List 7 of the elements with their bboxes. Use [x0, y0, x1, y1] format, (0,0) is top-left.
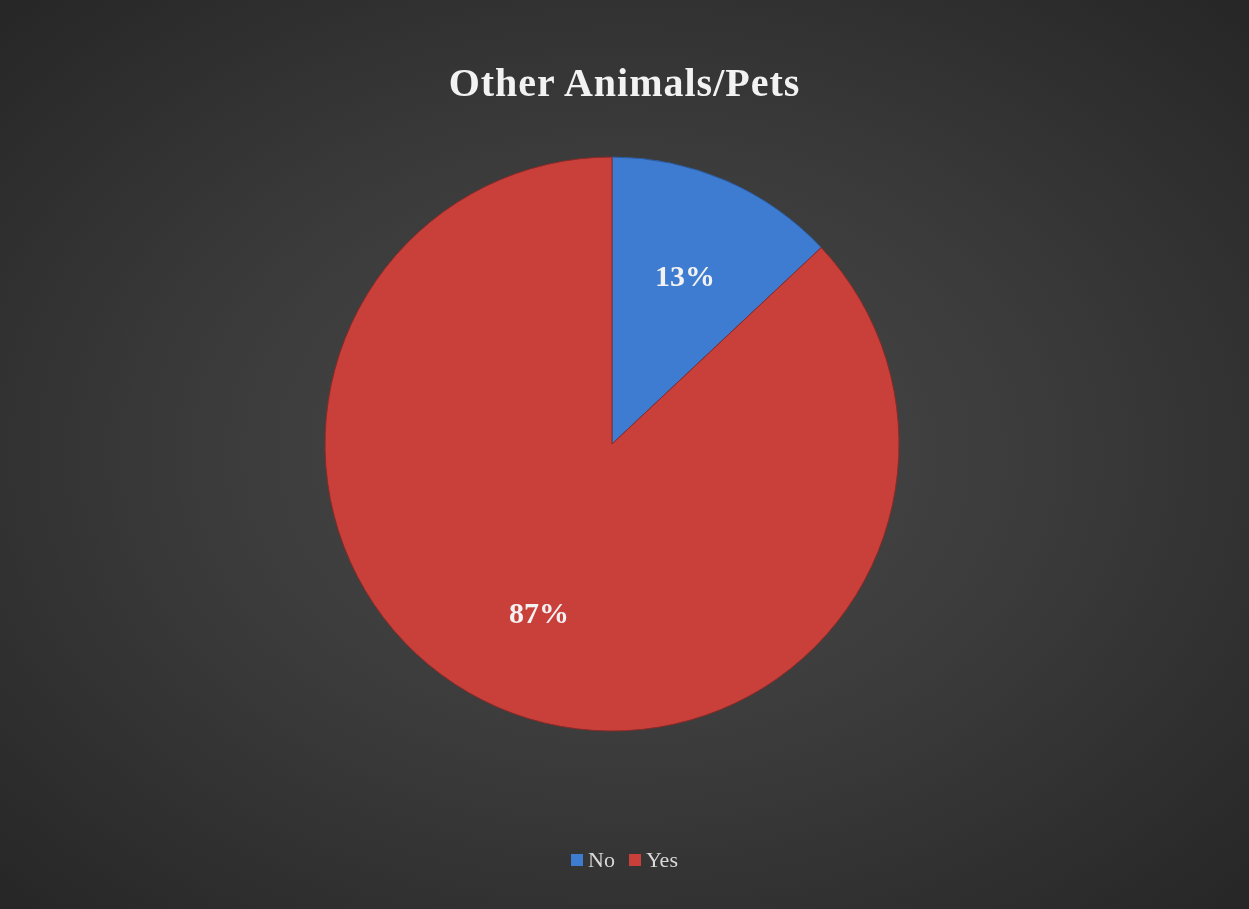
pie-slice — [611, 156, 822, 445]
legend-label: No — [588, 847, 615, 873]
slice-label: Yes — [645, 847, 678, 873]
pie-slice — [324, 156, 900, 732]
data-label: 87% — [509, 596, 570, 630]
data-label: 13% — [654, 258, 715, 292]
chart-title: Other Animals/Pets — [448, 59, 801, 105]
